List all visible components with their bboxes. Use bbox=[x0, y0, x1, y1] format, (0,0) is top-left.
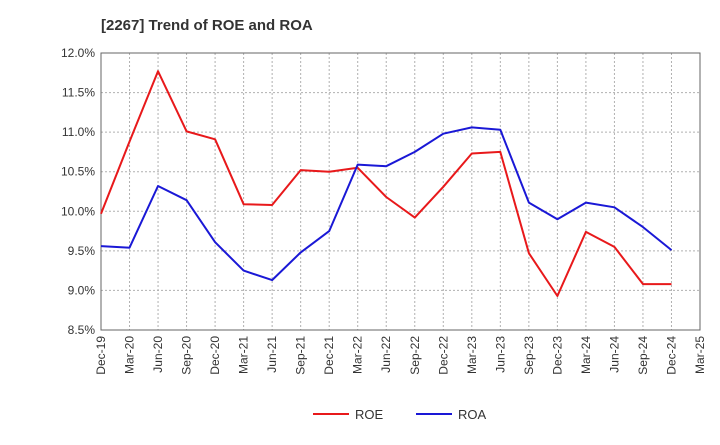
y-tick-label: 12.0% bbox=[61, 46, 95, 60]
series-line-roe bbox=[100, 70, 672, 297]
legend-label-roa: ROA bbox=[458, 407, 487, 422]
x-tick-label: Mar-20 bbox=[123, 336, 137, 374]
series-line-roa bbox=[100, 126, 673, 282]
x-tick-label: Jun-24 bbox=[607, 336, 621, 373]
series-layer bbox=[100, 70, 673, 297]
x-tick-label: Jun-21 bbox=[265, 336, 279, 373]
y-tick-label: 10.5% bbox=[61, 165, 95, 179]
axis-layer: 8.5% 9.0% 9.5% 10.0% 10.5% 11.0% 11.5% 12.0% Dec… bbox=[61, 46, 707, 375]
y-tick-label: 10.0% bbox=[61, 204, 95, 218]
chart-title: [2267] Trend of ROE and ROA bbox=[101, 17, 313, 34]
y-tick-label: 8.5% bbox=[68, 323, 96, 337]
x-tick-label: Mar-25 bbox=[693, 336, 707, 374]
y-tick-label: 9.5% bbox=[68, 244, 96, 258]
legend-label-roe: ROE bbox=[355, 407, 384, 422]
x-tick-label: Jun-23 bbox=[493, 336, 507, 373]
x-tick-label: Dec-24 bbox=[664, 336, 678, 375]
x-tick-label: Mar-24 bbox=[579, 336, 593, 374]
x-tick-label: Mar-22 bbox=[351, 336, 365, 374]
x-tick-label: Jun-22 bbox=[379, 336, 393, 373]
x-tick-label: Mar-21 bbox=[237, 336, 251, 374]
x-tick-label: Mar-23 bbox=[465, 336, 479, 374]
x-tick-label: Sep-24 bbox=[636, 336, 650, 375]
x-tick-label: Sep-22 bbox=[408, 336, 422, 375]
x-tick-label: Dec-19 bbox=[94, 336, 108, 375]
x-tick-label: Sep-23 bbox=[522, 336, 536, 375]
x-tick-label: Dec-22 bbox=[436, 336, 450, 375]
x-tick-label: Jun-20 bbox=[151, 336, 165, 373]
x-tick-label: Dec-23 bbox=[550, 336, 564, 375]
legend: ROE ROA bbox=[313, 407, 487, 422]
grid-layer bbox=[100, 52, 701, 331]
plot-frame bbox=[100, 52, 701, 331]
x-tick-label: Dec-20 bbox=[208, 336, 222, 375]
x-tick-label: Sep-20 bbox=[180, 336, 194, 375]
y-tick-label: 9.0% bbox=[68, 283, 96, 297]
y-tick-label: 11.0% bbox=[62, 125, 95, 139]
y-tick-label: 11.5% bbox=[62, 86, 95, 100]
x-tick-label: Sep-21 bbox=[294, 336, 308, 375]
x-tick-label: Dec-21 bbox=[322, 336, 336, 375]
